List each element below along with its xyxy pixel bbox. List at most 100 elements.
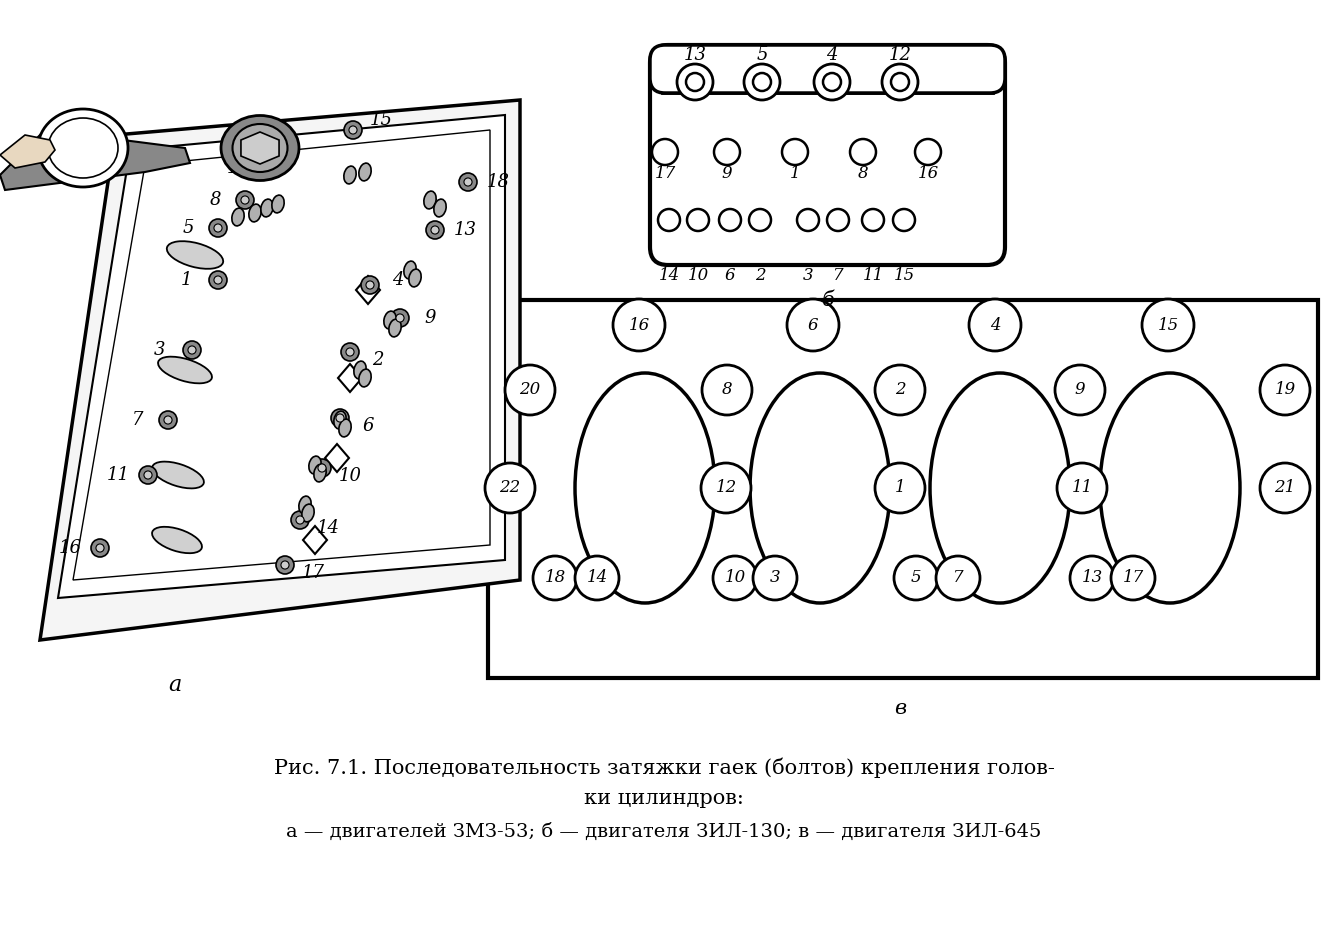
Circle shape	[464, 178, 472, 186]
Text: 4: 4	[392, 271, 404, 289]
Text: 9: 9	[722, 165, 732, 182]
Circle shape	[851, 139, 876, 165]
Circle shape	[291, 511, 310, 529]
Text: 2: 2	[755, 266, 766, 284]
Ellipse shape	[302, 504, 314, 522]
Text: 11: 11	[1071, 479, 1092, 497]
Circle shape	[714, 139, 740, 165]
Text: 17: 17	[302, 564, 324, 582]
Ellipse shape	[712, 556, 758, 600]
Ellipse shape	[152, 527, 202, 553]
Circle shape	[797, 209, 819, 231]
Ellipse shape	[334, 411, 346, 429]
FancyBboxPatch shape	[650, 45, 1005, 265]
Circle shape	[754, 73, 771, 91]
Text: 14: 14	[658, 266, 679, 284]
Ellipse shape	[874, 365, 925, 415]
Ellipse shape	[936, 556, 979, 600]
Circle shape	[209, 219, 227, 237]
Text: 15: 15	[893, 266, 914, 284]
Ellipse shape	[754, 556, 797, 600]
Text: 11: 11	[863, 266, 884, 284]
Circle shape	[344, 121, 361, 139]
Circle shape	[296, 516, 304, 524]
Text: 16: 16	[629, 317, 650, 333]
Circle shape	[331, 409, 350, 427]
Circle shape	[813, 64, 851, 100]
Text: 12: 12	[226, 159, 250, 177]
Text: 13: 13	[453, 221, 477, 239]
Ellipse shape	[894, 556, 938, 600]
Circle shape	[687, 209, 708, 231]
Ellipse shape	[158, 357, 211, 383]
Text: 7: 7	[833, 266, 844, 284]
Text: 7: 7	[953, 570, 964, 587]
Ellipse shape	[409, 269, 421, 287]
Text: 3: 3	[769, 570, 780, 587]
Circle shape	[914, 139, 941, 165]
Circle shape	[214, 224, 222, 232]
Ellipse shape	[750, 373, 890, 603]
Ellipse shape	[404, 262, 416, 279]
Ellipse shape	[613, 299, 664, 351]
Ellipse shape	[874, 463, 925, 513]
Ellipse shape	[344, 166, 356, 184]
Text: 10: 10	[339, 467, 361, 485]
Ellipse shape	[533, 556, 577, 600]
Polygon shape	[300, 110, 505, 600]
Text: 6: 6	[808, 317, 819, 333]
Circle shape	[163, 416, 171, 424]
Text: 4: 4	[990, 317, 1001, 333]
Ellipse shape	[272, 195, 284, 213]
Text: 21: 21	[1275, 479, 1296, 497]
Circle shape	[342, 343, 359, 361]
Text: 1: 1	[181, 271, 191, 289]
Text: 8: 8	[209, 191, 221, 209]
Text: 13: 13	[683, 46, 707, 64]
Text: 5: 5	[756, 46, 768, 64]
Circle shape	[781, 139, 808, 165]
Text: ки цилиндров:: ки цилиндров:	[583, 788, 744, 808]
Ellipse shape	[969, 299, 1021, 351]
Ellipse shape	[1111, 556, 1155, 600]
Circle shape	[882, 64, 918, 100]
Text: 1: 1	[894, 479, 905, 497]
Circle shape	[890, 73, 909, 91]
Text: б: б	[821, 290, 835, 309]
Circle shape	[214, 276, 222, 284]
Bar	[488, 300, 1318, 678]
Polygon shape	[356, 276, 380, 304]
Circle shape	[823, 73, 841, 91]
Circle shape	[365, 281, 373, 289]
Ellipse shape	[221, 116, 299, 180]
Ellipse shape	[249, 205, 262, 222]
Ellipse shape	[702, 365, 752, 415]
Circle shape	[183, 341, 201, 359]
Circle shape	[318, 464, 326, 472]
Text: 14: 14	[586, 570, 607, 587]
Polygon shape	[326, 444, 350, 472]
Circle shape	[241, 196, 249, 204]
Ellipse shape	[575, 556, 619, 600]
Circle shape	[159, 411, 177, 429]
Circle shape	[676, 64, 712, 100]
Text: 5: 5	[182, 219, 194, 237]
Ellipse shape	[575, 373, 715, 603]
Text: 9: 9	[1075, 381, 1086, 399]
Circle shape	[264, 164, 272, 172]
Text: 2: 2	[372, 351, 384, 369]
Circle shape	[396, 314, 404, 322]
Circle shape	[280, 561, 288, 569]
Ellipse shape	[1260, 463, 1310, 513]
Text: 11: 11	[106, 466, 129, 484]
Circle shape	[144, 471, 152, 479]
Circle shape	[346, 348, 354, 356]
Circle shape	[893, 209, 914, 231]
Polygon shape	[241, 132, 279, 164]
Ellipse shape	[384, 311, 396, 329]
Ellipse shape	[930, 373, 1070, 603]
Circle shape	[276, 556, 294, 574]
Text: 16: 16	[58, 539, 81, 557]
Text: 3: 3	[803, 266, 813, 284]
Ellipse shape	[700, 463, 751, 513]
